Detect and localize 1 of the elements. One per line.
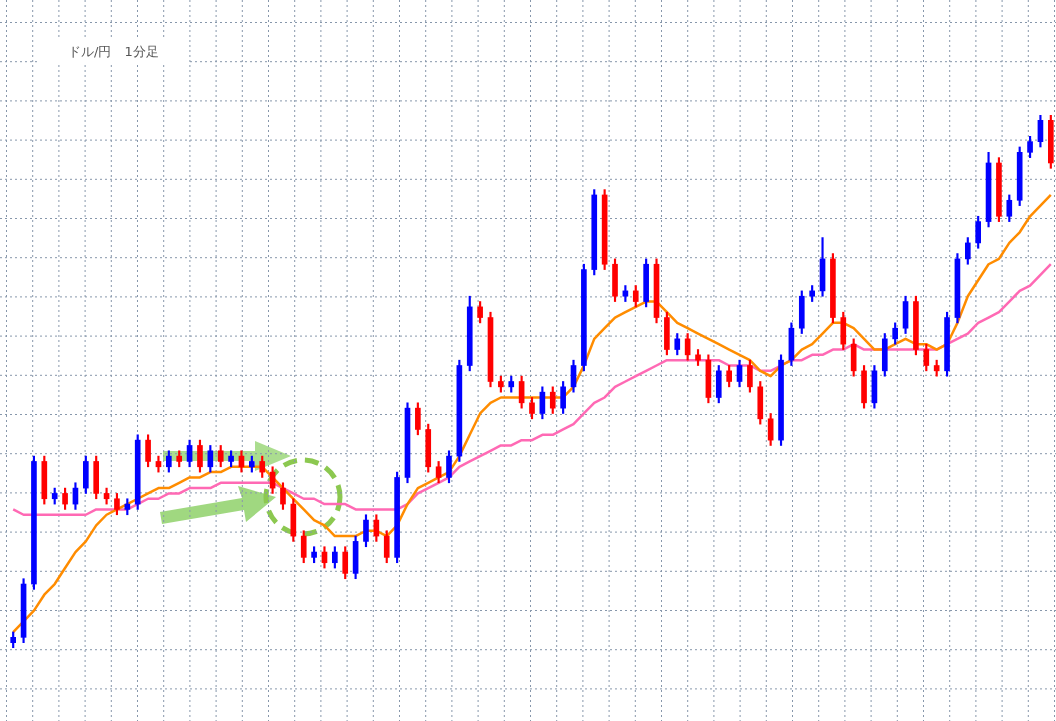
chart-title: ドル/円 1分足 (40, 40, 187, 64)
